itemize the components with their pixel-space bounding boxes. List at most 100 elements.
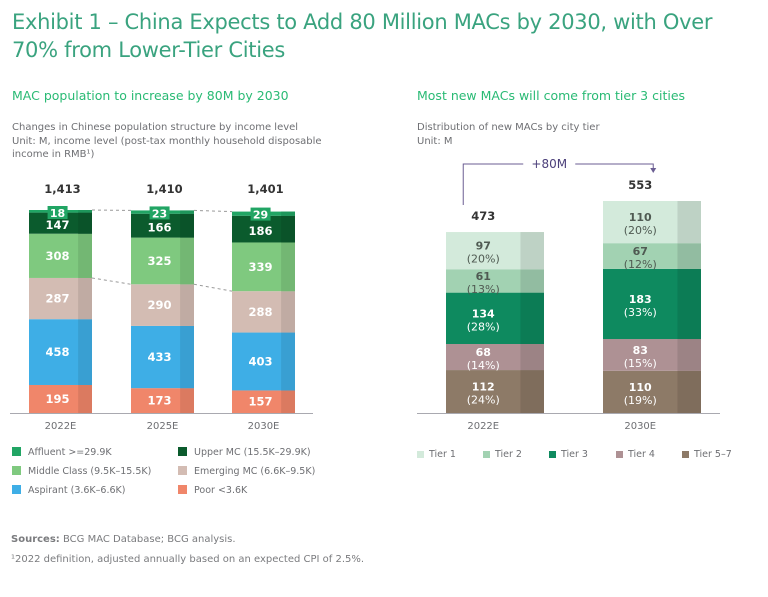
bar-segment-shade: [78, 319, 92, 385]
bar-segment-shade: [520, 292, 544, 344]
data-label: 61: [476, 270, 491, 283]
data-label: 112: [472, 381, 495, 394]
value-badge: [149, 206, 170, 220]
bar-total-label: 473: [471, 209, 495, 223]
data-label: 134: [472, 307, 495, 320]
legend-item: Upper MC (15.5K–29.9K): [178, 447, 311, 458]
legend-swatch: [178, 485, 187, 494]
bar-total-label: 1,410: [146, 182, 182, 196]
connector-line: [91, 277, 132, 285]
bar-segment-shade: [78, 210, 92, 213]
bar-total-label: 553: [628, 178, 652, 192]
legend-label: Tier 3: [561, 449, 588, 460]
connector-line: [193, 283, 233, 292]
legend-swatch: [12, 485, 21, 494]
bar-segment-shade: [520, 370, 544, 413]
sources-label: Sources:: [11, 534, 60, 545]
x-tick-label: 2030E: [248, 421, 280, 432]
data-label: 186: [249, 224, 273, 238]
left-chart-description: Changes in Chinese population structure …: [12, 121, 322, 162]
growth-bracket-right: [575, 163, 654, 171]
data-label: 110: [629, 211, 652, 224]
data-label: 339: [249, 260, 273, 274]
bar-segment-shade: [677, 268, 701, 340]
sources-text: BCG MAC Database; BCG analysis.: [59, 534, 236, 545]
footnote: ¹2022 definition, adjusted annually base…: [11, 554, 365, 565]
bar-segment: [131, 213, 194, 238]
connector-line: [193, 209, 233, 213]
data-label: 325: [148, 254, 172, 268]
legend-swatch: [12, 447, 21, 456]
legend-item: Tier 5–7: [682, 449, 732, 460]
data-label: 157: [249, 395, 273, 409]
data-label: 433: [148, 350, 172, 364]
bar-segment-shade: [281, 215, 295, 243]
legend-swatch: [549, 451, 556, 458]
legend-swatch: [178, 466, 187, 475]
left-desc-line-3: income in RMB¹): [12, 149, 95, 160]
bar-segment-shade: [78, 384, 92, 413]
data-percent-label: (24%): [467, 394, 500, 407]
bar-segment-shade: [180, 210, 194, 214]
data-percent-label: (19%): [624, 394, 657, 407]
data-label: 290: [148, 298, 172, 312]
bar-segment-shade: [180, 284, 194, 326]
sources-note: Sources: BCG MAC Database; BCG analysis.: [11, 534, 236, 545]
data-percent-label: (13%): [467, 283, 500, 296]
bar-segment-shade: [677, 201, 701, 244]
legend-label: Tier 5–7: [694, 449, 732, 460]
bar-segment-shade: [281, 390, 295, 413]
bar-total-label: 1,413: [44, 182, 80, 196]
right-chart-subtitle: Most new MACs will come from tier 3 citi…: [417, 88, 686, 103]
legend-swatch: [12, 466, 21, 475]
data-label: 288: [249, 305, 273, 319]
legend-swatch: [483, 451, 490, 458]
data-percent-label: (20%): [624, 224, 657, 237]
data-label: 110: [629, 381, 652, 394]
bar-segment-shade: [281, 332, 295, 391]
left-chart-subtitle: MAC population to increase by 80M by 203…: [12, 88, 289, 103]
legend-swatch: [178, 447, 187, 456]
legend-label: Tier 4: [628, 449, 655, 460]
legend-item: Emerging MC (6.6K–9.5K): [178, 466, 315, 477]
bar-segment-shade: [281, 242, 295, 292]
data-label: 68: [476, 346, 491, 359]
bar-segment-shade: [180, 325, 194, 389]
legend-item: Tier 2: [483, 449, 522, 460]
bar-segment-shade: [520, 343, 544, 371]
x-tick-label: 2025E: [147, 421, 179, 432]
legend-item: Affluent >=29.9K: [12, 447, 112, 458]
data-label: 97: [476, 240, 491, 253]
data-label: 23: [152, 207, 167, 220]
legend-label: Tier 1: [429, 449, 456, 460]
data-percent-label: (14%): [467, 359, 500, 372]
growth-bracket-left: [462, 163, 524, 206]
legend-label: Aspirant (3.6K–6.6K): [28, 485, 126, 496]
data-label: 287: [46, 292, 70, 306]
data-label: 195: [46, 392, 70, 406]
legend-item: Tier 4: [616, 449, 655, 460]
x-tick-label: 2022E: [467, 421, 499, 432]
bar-segment-shade: [520, 232, 544, 270]
data-percent-label: (33%): [624, 306, 657, 319]
bar-segment: [232, 390, 295, 413]
left-desc-line-2: Unit: M, income level (post-tax monthly …: [12, 135, 322, 147]
data-label: 166: [148, 221, 172, 235]
data-label: 83: [633, 344, 648, 357]
bar-segment-shade: [281, 211, 295, 216]
bar-segment: [446, 269, 544, 293]
arrow-head-icon: [650, 168, 657, 173]
bar-segment-shade: [520, 269, 544, 293]
legend-label: Emerging MC (6.6K–9.5K): [194, 466, 316, 477]
value-badge: [47, 206, 68, 219]
value-badge: [250, 207, 271, 221]
legend-item: Tier 3: [549, 449, 588, 460]
legend-label: Affluent >=29.9K: [28, 447, 112, 458]
legend-swatch: [682, 451, 689, 458]
bar-segment-shade: [281, 291, 295, 333]
legend-item: Middle Class (9.5K–15.5K): [12, 466, 151, 477]
legend-item: Aspirant (3.6K–6.6K): [12, 485, 125, 496]
data-percent-label: (20%): [467, 253, 500, 266]
